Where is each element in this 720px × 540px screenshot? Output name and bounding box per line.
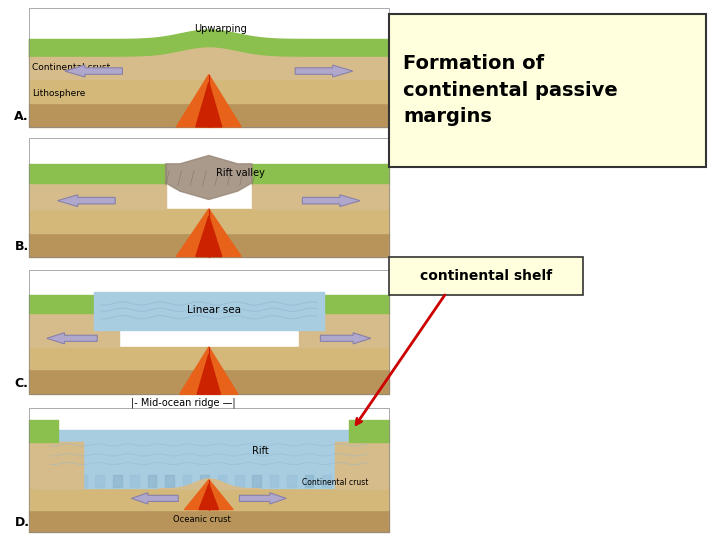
Polygon shape <box>47 333 97 344</box>
Text: Linear sea: Linear sea <box>187 305 241 315</box>
Text: Upwarping: Upwarping <box>194 24 247 35</box>
Text: Formation of
continental passive
margins: Formation of continental passive margins <box>403 54 618 126</box>
Polygon shape <box>176 75 241 127</box>
Polygon shape <box>295 65 353 77</box>
Bar <box>29 270 389 394</box>
Polygon shape <box>302 195 360 207</box>
Text: A.: A. <box>14 110 29 123</box>
Polygon shape <box>132 493 179 504</box>
Polygon shape <box>196 216 222 256</box>
Polygon shape <box>199 484 219 510</box>
Text: Continental crust: Continental crust <box>32 63 111 72</box>
Text: Oceanic crust: Oceanic crust <box>173 515 230 524</box>
Polygon shape <box>58 195 115 207</box>
Polygon shape <box>196 83 222 127</box>
Text: D.: D. <box>14 516 30 529</box>
Bar <box>29 138 389 256</box>
Text: Lithosphere: Lithosphere <box>32 89 86 98</box>
Text: C.: C. <box>14 377 28 390</box>
Text: B.: B. <box>14 240 29 253</box>
Bar <box>29 8 389 127</box>
Polygon shape <box>320 333 371 344</box>
FancyBboxPatch shape <box>389 256 583 295</box>
Bar <box>29 408 389 532</box>
Text: continental shelf: continental shelf <box>420 269 552 283</box>
Polygon shape <box>197 354 220 394</box>
Polygon shape <box>184 480 233 510</box>
Polygon shape <box>65 65 122 77</box>
Polygon shape <box>176 209 241 256</box>
FancyBboxPatch shape <box>389 14 706 167</box>
Text: Rift valley: Rift valley <box>216 168 265 178</box>
Polygon shape <box>166 156 252 199</box>
Polygon shape <box>180 347 238 394</box>
Text: Rift: Rift <box>252 446 269 456</box>
Text: |- Mid-ocean ridge —|: |- Mid-ocean ridge —| <box>131 397 236 408</box>
Polygon shape <box>239 493 287 504</box>
Text: Continental crust: Continental crust <box>302 478 369 487</box>
